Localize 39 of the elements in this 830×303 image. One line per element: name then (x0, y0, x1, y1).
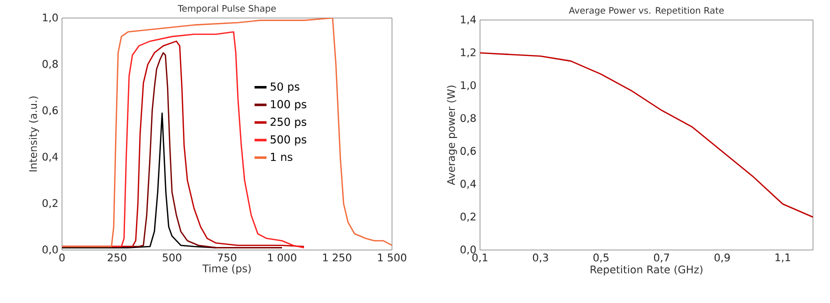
legend-label: 50 ps (270, 82, 300, 93)
legend-label: 500 ps (270, 135, 306, 146)
chart-title: Average Power vs. Repetition Rate (568, 6, 724, 16)
y-tick-label: 1,0 (460, 81, 476, 90)
x-tick-label: 250 (108, 254, 126, 262)
x-axis-title: Repetition Rate (GHz) (590, 265, 702, 276)
x-tick-label: 500 (162, 254, 182, 262)
chart-title: Temporal Pulse Shape (178, 4, 276, 14)
line-series (62, 112, 217, 248)
y-axis-title: Intensity (a.u.) (28, 96, 39, 172)
y-tick-label: 0,8 (460, 114, 476, 124)
y-tick-label: 0,6 (460, 146, 476, 156)
y-tick-label: 1,4 (460, 16, 476, 24)
y-tick-label: 0,4 (460, 180, 476, 189)
x-tick-label: 0,1 (472, 254, 488, 262)
legend-label: 1 ns (270, 152, 292, 162)
y-tick-label: 0,2 (42, 199, 58, 208)
x-tick-label: 0,3 (532, 254, 548, 262)
y-tick-label: 0,8 (42, 60, 58, 69)
y-tick-label: 0,0 (42, 246, 58, 254)
y-tick-label: 0,6 (42, 106, 58, 116)
x-tick-label: 1 250 (323, 254, 352, 262)
x-axis-title: Time (ps) (202, 264, 251, 274)
x-tick-label: 1,1 (776, 254, 790, 262)
x-tick-label: 0,5 (593, 254, 608, 262)
x-tick-label: 1 000 (268, 254, 296, 262)
y-axis-title: Average power (W) (446, 86, 458, 186)
x-tick-label: 1 500 (378, 254, 406, 262)
legend-label: 250 ps (270, 118, 306, 128)
y-tick-label: 1,2 (460, 48, 476, 58)
x-tick-label: 0,7 (654, 254, 670, 262)
y-tick-label: 0,4 (42, 152, 58, 162)
legend-label: 100 ps (270, 100, 306, 110)
x-tick-label: 0,9 (714, 254, 730, 262)
y-tick-label: 1,0 (42, 14, 58, 22)
x-tick-label: 750 (218, 254, 236, 262)
x-tick-label: 0 (59, 254, 65, 262)
y-tick-label: 0,2 (460, 212, 476, 222)
y-tick-label: 0,0 (460, 246, 476, 254)
